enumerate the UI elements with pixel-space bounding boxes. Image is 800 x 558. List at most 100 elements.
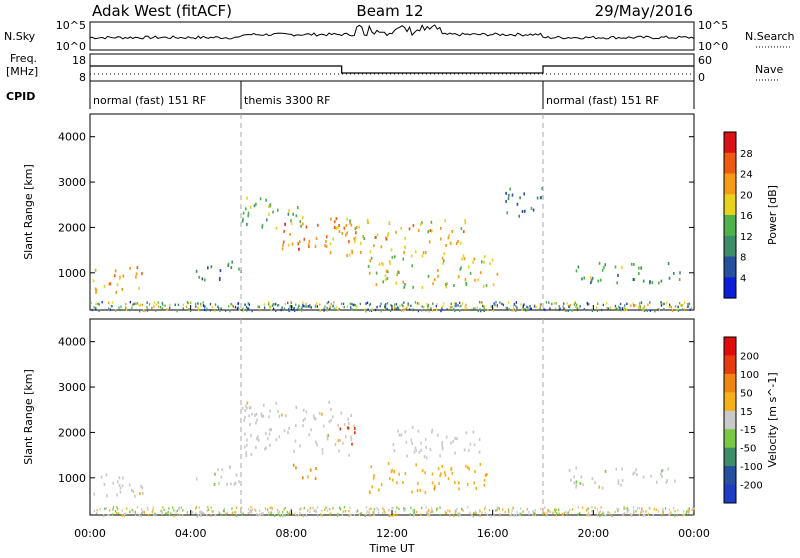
data-cell bbox=[450, 468, 452, 472]
data-cell bbox=[429, 229, 432, 232]
ground-scatter-cell bbox=[654, 310, 656, 313]
data-cell bbox=[468, 448, 470, 452]
ground-scatter-cell bbox=[260, 512, 263, 515]
data-cell bbox=[242, 217, 244, 221]
ground-scatter-cell bbox=[312, 506, 314, 510]
data-cell bbox=[661, 475, 663, 478]
ground-scatter-cell bbox=[155, 303, 157, 306]
data-cell bbox=[285, 414, 287, 418]
colorbar-frame bbox=[723, 336, 737, 504]
data-cell bbox=[305, 410, 308, 414]
ground-scatter-cell bbox=[119, 308, 121, 312]
data-cell bbox=[412, 285, 414, 289]
ground-scatter-cell bbox=[199, 514, 202, 517]
data-cell bbox=[287, 431, 289, 435]
data-cell bbox=[427, 230, 429, 234]
ground-scatter-cell bbox=[344, 510, 347, 513]
ground-scatter-cell bbox=[174, 303, 176, 306]
ground-scatter-cell bbox=[129, 301, 131, 304]
ground-scatter-cell bbox=[494, 303, 496, 307]
ground-scatter-cell bbox=[179, 513, 181, 517]
ground-scatter-cell bbox=[299, 511, 301, 515]
ground-scatter-cell bbox=[495, 301, 497, 304]
data-cell bbox=[314, 244, 317, 248]
data-cell bbox=[338, 230, 341, 233]
ground-scatter-cell bbox=[242, 309, 244, 313]
data-cell bbox=[108, 282, 111, 286]
data-cell bbox=[201, 277, 204, 281]
colorbar-swatch bbox=[724, 337, 736, 356]
cpid-segments: normal (fast) 151 RF themis 3300 RF normal… bbox=[93, 81, 659, 109]
ground-scatter-cell bbox=[324, 508, 326, 511]
data-cell bbox=[255, 202, 257, 206]
ground-scatter-cell bbox=[605, 514, 607, 517]
data-cell bbox=[282, 243, 284, 247]
ground-scatter-cell bbox=[662, 512, 664, 515]
ground-scatter-cell bbox=[473, 512, 475, 515]
data-cell bbox=[316, 223, 319, 227]
data-cell bbox=[439, 474, 441, 478]
ground-scatter-cell bbox=[301, 306, 303, 309]
ground-scatter-cell bbox=[231, 507, 233, 510]
ground-scatter-cell bbox=[501, 302, 503, 306]
ground-scatter-cell bbox=[439, 513, 441, 517]
data-cell bbox=[335, 226, 338, 230]
data-cell bbox=[255, 412, 258, 416]
ground-scatter-cell bbox=[520, 507, 522, 510]
ground-scatter-cell bbox=[607, 307, 609, 310]
ground-scatter-cell bbox=[482, 304, 484, 308]
ground-scatter-cell bbox=[268, 512, 270, 515]
ground-scatter-cell bbox=[266, 508, 269, 511]
ground-scatter-cell bbox=[646, 308, 648, 312]
ground-scatter-cell bbox=[245, 305, 248, 309]
ground-scatter-cell bbox=[339, 508, 342, 511]
ground-scatter-cell bbox=[232, 511, 234, 514]
ground-scatter-cell bbox=[284, 302, 286, 306]
data-cell bbox=[398, 472, 400, 476]
data-cell bbox=[509, 187, 511, 191]
data-cell bbox=[116, 493, 118, 497]
ground-scatter-cell bbox=[200, 304, 202, 308]
ground-scatter-cell bbox=[412, 308, 414, 312]
data-cell bbox=[292, 463, 295, 467]
data-cell bbox=[351, 442, 353, 446]
data-cell bbox=[457, 240, 459, 243]
data-cell bbox=[582, 483, 584, 487]
ground-scatter-cell bbox=[283, 307, 286, 310]
data-cell bbox=[128, 483, 131, 487]
data-cell bbox=[221, 468, 224, 472]
ground-scatter-cell bbox=[279, 514, 281, 517]
panel-frame bbox=[89, 318, 695, 516]
ground-scatter-cell bbox=[392, 514, 394, 517]
ground-scatter-cell bbox=[191, 510, 193, 514]
ground-scatter-cell bbox=[214, 514, 216, 517]
ground-scatter-cell bbox=[296, 308, 298, 311]
ground-scatter-cell bbox=[512, 305, 515, 308]
ground-scatter-cell bbox=[303, 506, 305, 510]
ground-scatter-cell bbox=[484, 506, 486, 509]
ground-scatter-cell bbox=[614, 307, 616, 310]
ground-scatter-cell bbox=[421, 305, 423, 308]
ground-scatter-cell bbox=[412, 509, 414, 512]
ground-scatter-cell bbox=[319, 309, 321, 312]
data-cell bbox=[278, 435, 281, 439]
ground-scatter-cell bbox=[595, 306, 598, 309]
data-cell bbox=[491, 258, 494, 262]
data-cell bbox=[113, 274, 116, 278]
ground-scatter-cell bbox=[97, 302, 99, 305]
data-cell bbox=[431, 428, 434, 432]
ground-scatter-cell bbox=[365, 512, 368, 515]
data-cell bbox=[376, 233, 379, 237]
data-cell bbox=[195, 269, 198, 273]
ground-scatter-cell bbox=[304, 305, 306, 308]
ground-scatter-cell bbox=[662, 302, 664, 306]
data-cell bbox=[385, 237, 388, 241]
data-cell bbox=[392, 443, 395, 446]
ground-scatter-cell bbox=[605, 302, 608, 305]
data-cell bbox=[420, 448, 422, 452]
data-cell bbox=[381, 261, 383, 265]
data-cell bbox=[207, 266, 209, 270]
ground-scatter-cell bbox=[207, 508, 210, 511]
cpid-segment-label: normal (fast) 151 RF bbox=[93, 94, 206, 107]
ground-scatter-cell bbox=[601, 308, 603, 312]
